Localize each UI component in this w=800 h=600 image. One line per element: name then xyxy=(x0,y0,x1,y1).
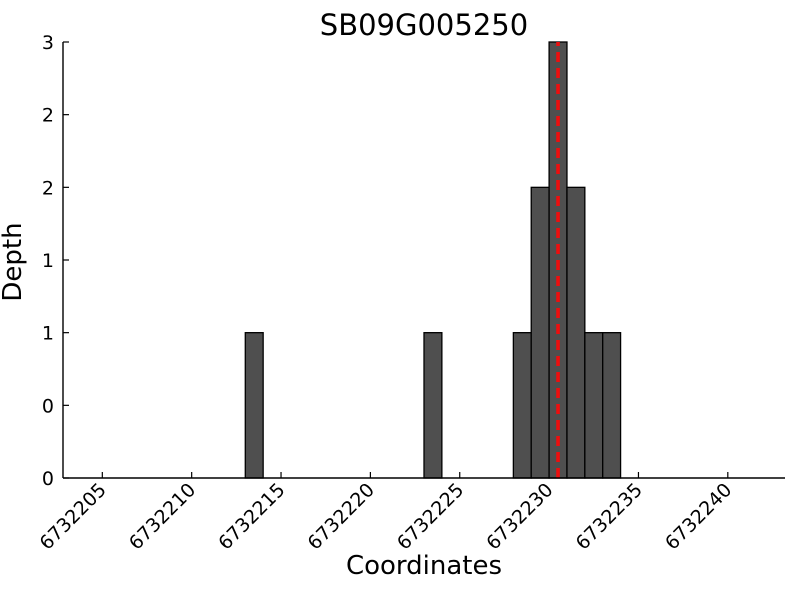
depth-bar xyxy=(602,332,622,479)
depth-bar xyxy=(423,332,443,479)
x-tick-label: 6732215 xyxy=(214,479,289,554)
x-tick-label: 6732210 xyxy=(125,479,200,554)
x-tick-label: 6732240 xyxy=(661,479,736,554)
x-axis-label: Coordinates xyxy=(345,551,503,581)
depth-bar xyxy=(530,186,550,479)
y-tick-label: 2 xyxy=(42,105,54,127)
x-tick-label: 6732205 xyxy=(35,479,110,554)
depth-bar xyxy=(512,332,532,479)
y-tick-label: 3 xyxy=(42,32,54,54)
y-tick-label: 2 xyxy=(42,177,54,199)
chart-title: SB09G005250 xyxy=(319,8,529,42)
y-tick-label: 1 xyxy=(42,250,54,272)
y-tick-label: 1 xyxy=(42,323,54,345)
y-tick-label: 0 xyxy=(42,468,54,490)
y-tick-label: 0 xyxy=(42,395,54,417)
x-tick-label: 6732235 xyxy=(572,479,647,554)
depth-bar xyxy=(566,186,586,479)
depth-bar xyxy=(244,332,264,479)
depth-bar xyxy=(584,332,604,479)
x-tick-label: 6732225 xyxy=(393,479,468,554)
x-tick-label: 6732220 xyxy=(304,479,379,554)
x-tick-label: 6732230 xyxy=(482,479,557,554)
